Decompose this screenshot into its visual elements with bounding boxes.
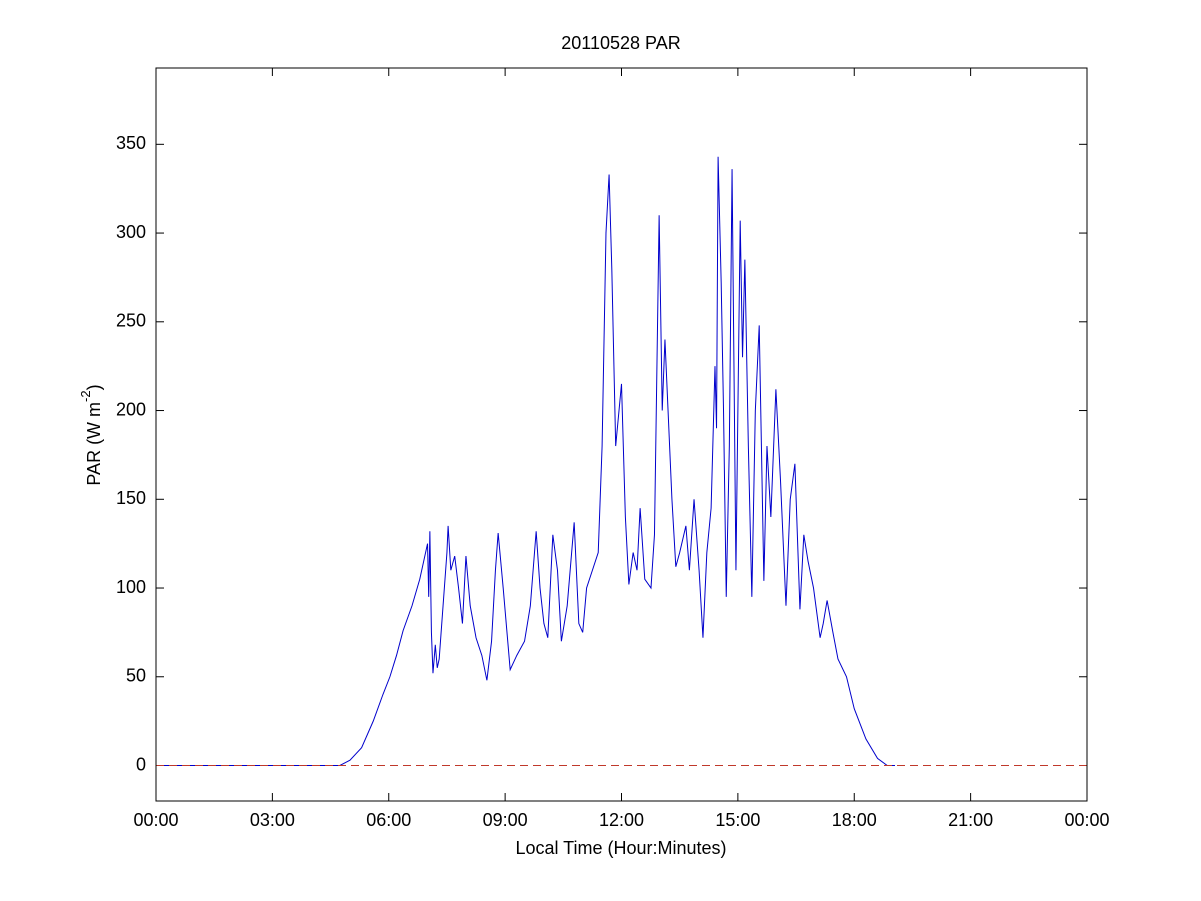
x-tick-label: 12:00	[599, 810, 644, 830]
y-axis-label: PAR (W m-2)	[78, 384, 103, 485]
y-tick-label: 250	[116, 311, 146, 331]
x-axis-label: Local Time (Hour:Minutes)	[515, 838, 726, 858]
y-tick-label: 300	[116, 222, 146, 242]
y-tick-label: 50	[126, 666, 146, 686]
x-tick-label: 21:00	[948, 810, 993, 830]
x-tick-label: 06:00	[366, 810, 411, 830]
chart-title: 20110528 PAR	[561, 33, 680, 53]
plot-frame	[155, 67, 1088, 802]
x-tick-label: 00:00	[133, 810, 178, 830]
x-tick-label: 18:00	[832, 810, 877, 830]
y-tick-label: 350	[116, 133, 146, 153]
x-tick-label: 03:00	[250, 810, 295, 830]
y-tick-label: 200	[116, 399, 146, 419]
y-tick-label: 100	[116, 577, 146, 597]
x-tick-label: 15:00	[715, 810, 760, 830]
y-tick-label: 0	[136, 754, 146, 774]
x-tick-label: 09:00	[483, 810, 528, 830]
x-tick-label: 00:00	[1064, 810, 1109, 830]
data-line	[156, 156, 895, 766]
y-tick-label: 150	[116, 488, 146, 508]
